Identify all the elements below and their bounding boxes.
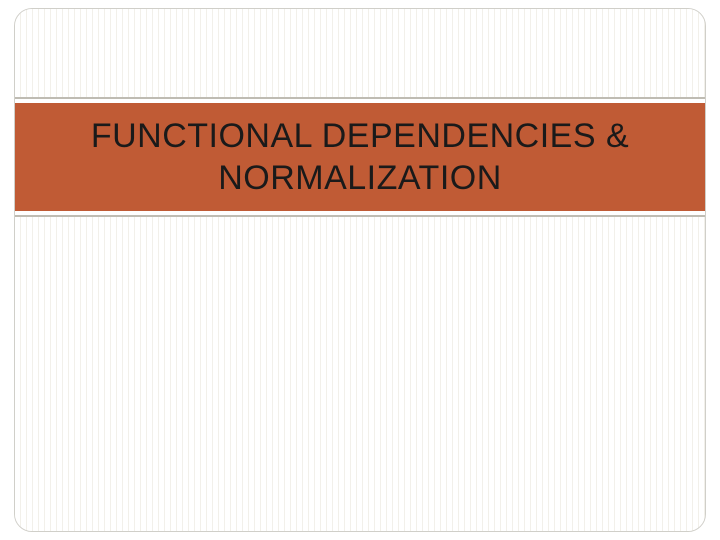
slide-title: FUNCTIONAL DEPENDENCIES & NORMALIZATION bbox=[35, 115, 685, 200]
background-stripes bbox=[15, 9, 705, 531]
title-band-outer: FUNCTIONAL DEPENDENCIES & NORMALIZATION bbox=[15, 97, 705, 217]
slide-frame: FUNCTIONAL DEPENDENCIES & NORMALIZATION bbox=[14, 8, 706, 532]
title-band: FUNCTIONAL DEPENDENCIES & NORMALIZATION bbox=[15, 103, 705, 211]
